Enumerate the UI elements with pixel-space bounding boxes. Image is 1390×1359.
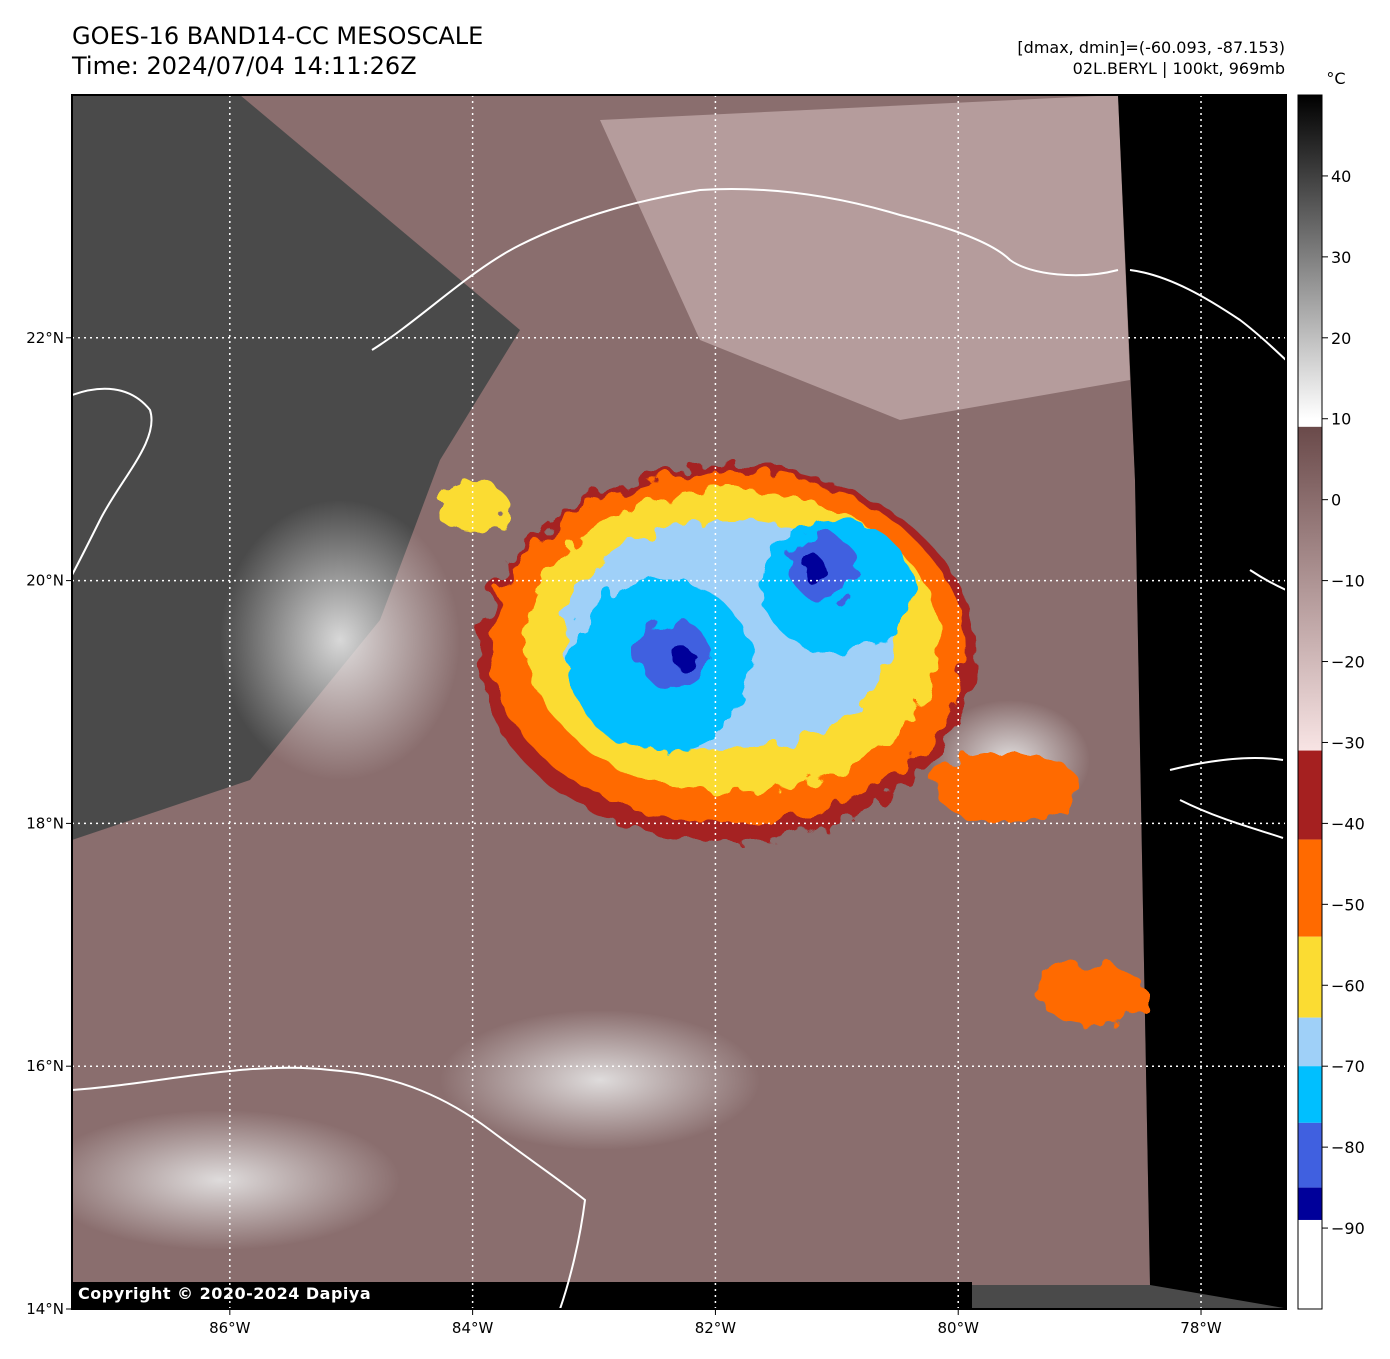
cloud-top-region-9 [801,553,824,584]
colorbar-tick-label: 10 [1331,410,1351,429]
colorbar-ticks: 40 30 20 10 0 −10 −20 −30 −40 −50 −60 −70 −80 −90 [1322,167,1365,1238]
colorbar-tick-label: −60 [1331,976,1365,995]
y-tick-label: 18°N [26,814,64,832]
colorbar-tick-label: −50 [1331,895,1365,914]
cloud-top-region-11 [1037,963,1147,1024]
colorbar-segment [1298,750,1322,840]
colorbar-frame [1297,94,1323,1310]
colorbar-tick-label: −70 [1331,1057,1365,1076]
x-tick-label: 86°W [209,1319,251,1337]
chart-title: GOES-16 BAND14-CC MESOSCALE [72,22,484,50]
cloud-top-region-8 [672,649,698,670]
y-axis-ticks: 14°N 16°N 18°N 20°N 22°N [26,329,72,1318]
colorbar-tick-label: 0 [1331,491,1341,510]
y-tick-label: 16°N [26,1057,64,1075]
cloud-top-region-6 [636,619,710,688]
colorbar-tick-label: 20 [1331,329,1351,348]
colorbar-tick-label: −30 [1331,733,1365,752]
y-tick-label: 20°N [26,572,64,590]
colorbar-segment [1298,936,1322,1018]
map-imagery [72,95,1286,1309]
cloud-patch [72,1110,400,1250]
colorbar-tick-label: −40 [1331,814,1365,833]
cloud-top-region-10 [436,481,510,535]
temperature-colorbar [1297,94,1323,1310]
cloud-patch [220,500,460,780]
lat-lon-gridlines [72,95,1286,1309]
colorbar-tick-label: 40 [1331,167,1351,186]
cloud-top-region-12 [933,750,1080,824]
colorbar-segment [1298,1017,1322,1067]
hurricane-convection [436,465,1147,1024]
coastline-cuba [371,188,1119,351]
y-tick-label: 14°N [26,1300,64,1318]
y-tick-label: 22°N [26,329,64,347]
colorbar-tick-label: −80 [1331,1138,1365,1157]
colorbar-segment [1298,839,1322,937]
colorbar-tick-label: −10 [1331,572,1365,591]
cloud-patch [440,1010,760,1150]
colorbar-segment [1298,1066,1322,1123]
coastline-yucatan [72,387,153,576]
colorbar-unit-label: °C [1326,69,1345,88]
colorbar-tick-label: 30 [1331,248,1351,267]
north-cloud-shield [600,95,1130,420]
no-data-region [1118,95,1286,1309]
chart-time: Time: 2024/07/04 14:11:26Z [72,52,417,80]
cloud-top-region-7 [791,534,858,603]
colorbar-segment [1298,1187,1322,1220]
copyright-text: Copyright © 2020-2024 Dapiya [78,1284,372,1303]
x-tick-label: 80°W [938,1319,980,1337]
x-tick-label: 84°W [452,1319,494,1337]
dmax-dmin-annotation: [dmax, dmin]=(-60.093, -87.153) [1017,38,1285,57]
copyright-strip [72,1282,972,1309]
colorbar-segment [1298,95,1322,419]
colorbar-segment [1298,1219,1322,1309]
colorbar-tick-label: −90 [1331,1219,1365,1238]
coastline-east-cuba [1129,269,1286,361]
colorbar-segment [1298,426,1322,751]
map-frame [71,94,1287,1310]
colorbar-segment [1298,1122,1322,1188]
x-tick-label: 78°W [1180,1319,1222,1337]
coastline-haiti [1249,569,1286,591]
x-axis-ticks: 86°W 84°W 82°W 80°W 78°W [209,1309,1222,1337]
coastline-honduras [72,1066,587,1309]
storm-info-annotation: 02L.BERYL | 100kt, 969mb [1072,59,1285,78]
colorbar-tick-label: −20 [1331,653,1365,672]
x-tick-label: 82°W [695,1319,737,1337]
